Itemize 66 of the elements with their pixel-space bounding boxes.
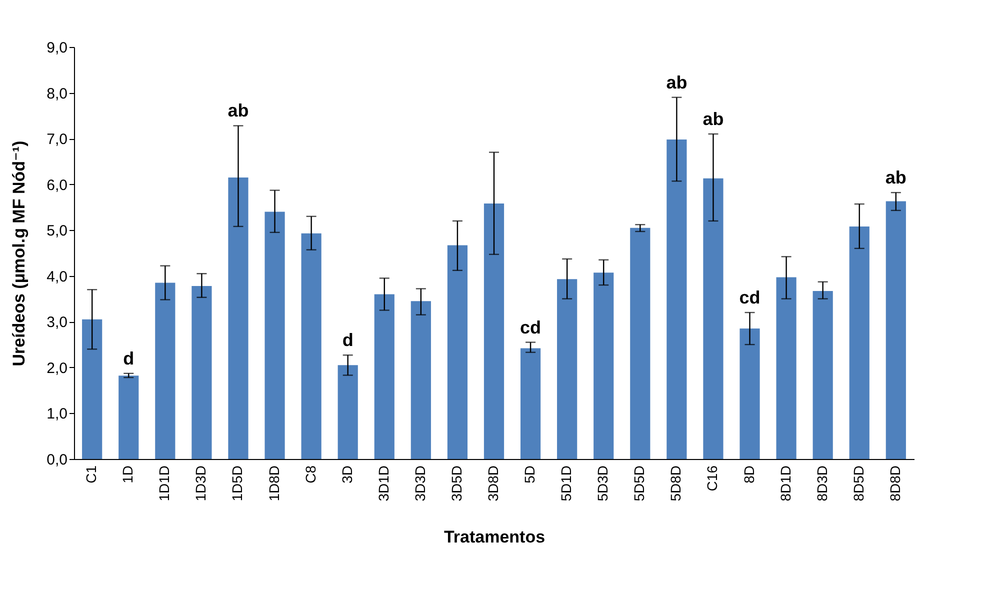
x-tick-label: 3D1D [375, 466, 392, 502]
y-tick-label: 3,0 [46, 314, 68, 332]
x-tick-label: 1D5D [229, 466, 246, 502]
y-tick-label: 5,0 [46, 222, 68, 240]
bar [849, 226, 870, 459]
x-tick-label: 5D3D [594, 466, 611, 502]
x-tick-label: C8 [302, 465, 318, 484]
bar [192, 286, 212, 459]
bar [886, 201, 906, 459]
y-tick-label: 2,0 [46, 360, 68, 377]
x-tick-label: C16 [704, 465, 720, 492]
annotation: ab [666, 72, 688, 92]
annotation: ab [885, 168, 906, 188]
x-tick-label: 3D5D [448, 466, 464, 502]
annotation: d [342, 330, 354, 350]
annotation: cd [739, 288, 760, 308]
bar [82, 319, 102, 459]
y-tick-label: 7,0 [46, 131, 68, 148]
y-tick-label: 9,0 [46, 40, 68, 56]
bar [447, 245, 468, 459]
y-tick-label: 1,0 [46, 406, 68, 423]
annotation: d [123, 348, 134, 368]
bar [740, 328, 760, 459]
bar [484, 204, 504, 459]
x-tick-label: 5D8D [668, 466, 684, 502]
annotation: ab [702, 108, 724, 129]
x-tick-label: 3D [338, 466, 355, 484]
x-tick-label: 8D5D [850, 466, 866, 502]
bar [338, 365, 358, 459]
y-tick-label: 8,0 [46, 85, 68, 102]
y-tick-label: 4,0 [46, 268, 68, 286]
x-tick-label: 8D1D [777, 466, 794, 502]
x-tick-label: 3D8D [485, 466, 501, 502]
bar [155, 282, 176, 459]
x-tick-label: 1D3D [192, 466, 209, 502]
y-tick-label: 0,0 [46, 452, 68, 468]
x-tick-label: 1D8D [266, 466, 282, 502]
x-tick-label: 5D [522, 466, 538, 484]
bar [557, 279, 578, 459]
bar [630, 228, 650, 459]
annotation: ab [228, 100, 249, 121]
x-tick-label: 5D1D [558, 466, 574, 502]
bar [666, 139, 687, 459]
x-tick-label: 8D8D [886, 466, 903, 502]
x-axis-title: Tratamentos [444, 527, 546, 546]
bar [594, 272, 614, 459]
bar [374, 294, 394, 459]
annotation: cd [520, 317, 542, 338]
y-axis-title: Ureídeos (µmol.g MF Nód⁻¹) [10, 140, 29, 366]
bar [228, 177, 248, 459]
x-tick-label: 8D3D [814, 466, 830, 502]
x-tick-label: C1 [83, 465, 100, 484]
bar [301, 233, 322, 459]
x-tick-label: 1D [120, 466, 136, 484]
bar [118, 376, 139, 459]
bar [703, 178, 724, 459]
bar [410, 301, 431, 459]
x-tick-label: 8D [740, 466, 757, 484]
bar [264, 212, 285, 459]
bar [520, 348, 541, 459]
bar [776, 277, 796, 459]
bar [812, 290, 833, 459]
x-tick-label: 1D1D [156, 466, 172, 502]
y-tick-label: 6,0 [46, 176, 68, 194]
x-tick-label: 3D3D [412, 466, 428, 502]
x-tick-label: 5D5D [631, 466, 648, 502]
